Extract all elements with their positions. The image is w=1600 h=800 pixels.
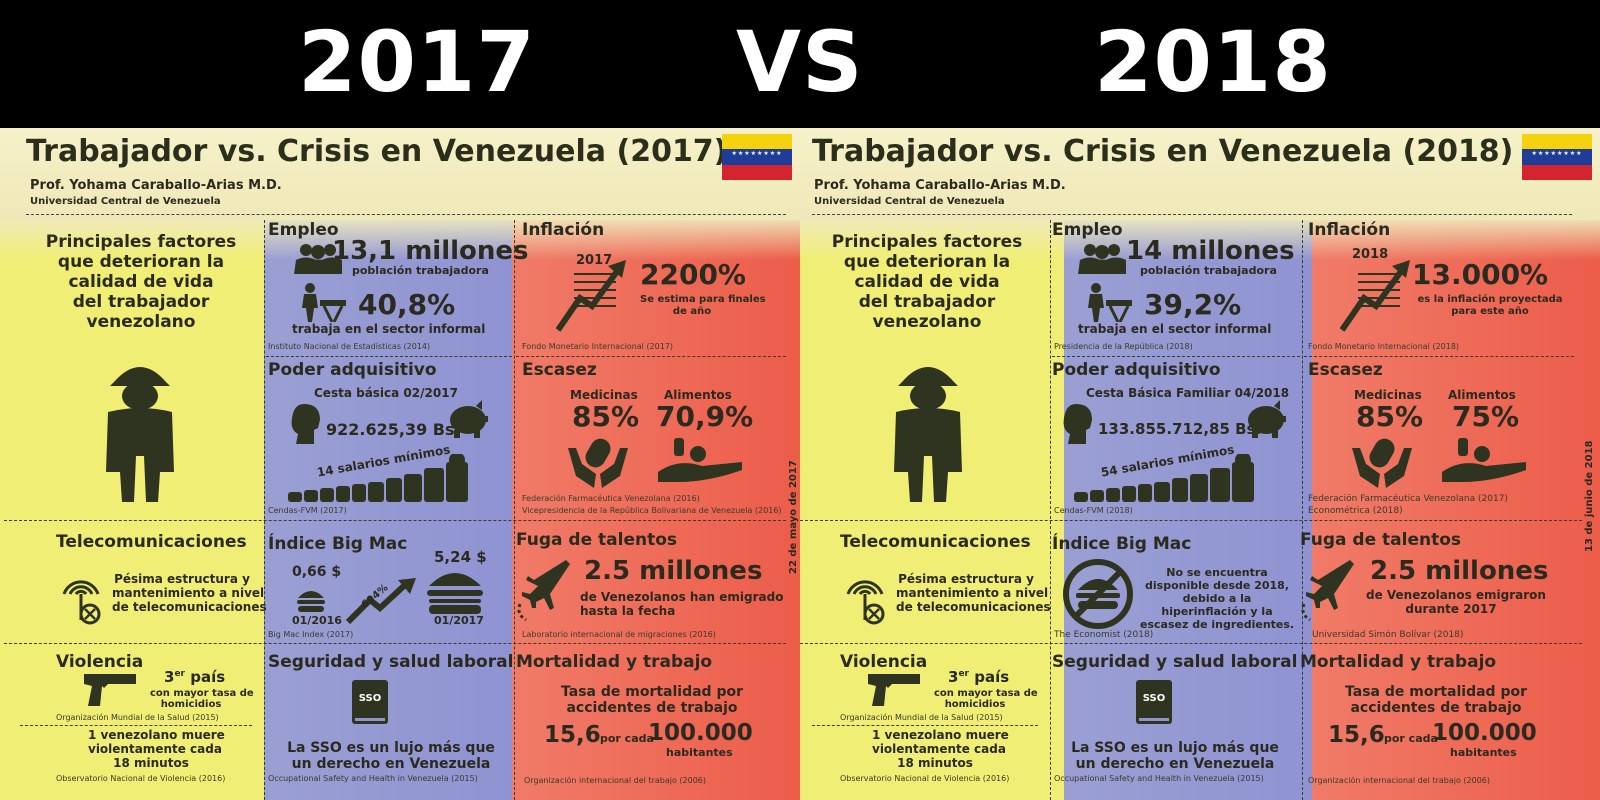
book-icon	[352, 680, 388, 724]
inflacion-heading: Inflación	[522, 220, 605, 240]
coin-stack-icon	[1074, 454, 1270, 504]
rising-chart-icon	[556, 258, 632, 332]
venezuela-flag-icon: ★★★★★★★★	[1522, 134, 1592, 180]
empleo-informal: 39,2%	[1144, 288, 1242, 321]
food-hand-icon	[658, 438, 742, 482]
pill-hands-icon	[1350, 434, 1414, 488]
top-banner: 2017 VS 2018	[0, 0, 1600, 128]
gun-icon	[868, 672, 922, 708]
rising-chart-icon	[1340, 258, 1416, 332]
main-factors-text: Principales factores que deterioran la cal…	[45, 232, 237, 332]
year-right: 2018	[1094, 13, 1332, 111]
telecom-heading: Telecomunicaciones	[840, 532, 1031, 552]
empleo-heading: Empleo	[268, 220, 339, 240]
antenna-icon	[56, 564, 106, 626]
panel-title: Trabajador vs. Crisis en Venezuela (2018…	[812, 134, 1514, 169]
empleo-heading: Empleo	[1052, 220, 1123, 240]
burger-crossed-icon	[1062, 558, 1134, 630]
main-factors-text: Principales factores que deterioran la cal…	[831, 232, 1023, 332]
mortalidad-heading: Mortalidad y trabajo	[516, 652, 713, 672]
date-vertical: 13 de junio de 2018	[1584, 440, 1595, 552]
food-hand-icon	[1442, 438, 1526, 482]
worker-sad-icon	[888, 356, 968, 504]
date-vertical: 22 de mayo de 2017	[788, 460, 799, 574]
poder-amount: 922.625,39 Bs.	[326, 420, 461, 439]
year-left: 2017	[298, 13, 536, 111]
bigmac-heading: Índice Big Mac	[1052, 534, 1192, 554]
seguridad-heading: Seguridad y salud laboral	[1052, 652, 1298, 672]
empleo-workers: 14 millones	[1126, 236, 1295, 266]
violencia-heading: Violencia	[56, 652, 144, 672]
inflacion-heading: Inflación	[1308, 220, 1391, 240]
rising-chart-icon	[346, 578, 418, 624]
escasez-heading: Escasez	[522, 360, 597, 380]
venezuela-flag-icon: ★★★★★★★★	[722, 134, 792, 180]
street-vendor-icon	[1082, 282, 1134, 322]
telecom-heading: Telecomunicaciones	[56, 532, 247, 552]
airplane-icon	[1298, 556, 1358, 622]
versus-label: VS	[736, 13, 864, 111]
fuga-heading: Fuga de talentos	[1300, 530, 1462, 550]
university: Universidad Central de Venezuela	[30, 196, 221, 207]
university: Universidad Central de Venezuela	[814, 196, 1005, 207]
inflacion-value: 2200%	[640, 258, 746, 291]
coin-stack-icon	[288, 454, 484, 504]
inflacion-value: 13.000%	[1412, 258, 1549, 291]
panel-header	[800, 128, 1600, 220]
fuga-heading: Fuga de talentos	[516, 530, 678, 550]
seguridad-heading: Seguridad y salud laboral	[268, 652, 514, 672]
violencia-heading: Violencia	[840, 652, 928, 672]
poder-amount: 133.855.712,85 Bs.	[1098, 420, 1262, 438]
escasez-alimentos: 75%	[1452, 400, 1520, 433]
piggy-bank-icon	[1244, 400, 1286, 440]
fuga-value: 2.5 millones	[1370, 556, 1549, 586]
face-profile-icon	[1062, 404, 1092, 444]
gun-icon	[84, 672, 138, 708]
escasez-heading: Escasez	[1308, 360, 1383, 380]
poder-heading: Poder adquisitivo	[268, 360, 437, 380]
mortalidad-heading: Mortalidad y trabajo	[1300, 652, 1497, 672]
panel-header	[0, 128, 800, 220]
antenna-icon	[840, 564, 890, 626]
piggy-bank-icon	[446, 400, 488, 440]
author: Prof. Yohama Caraballo-Arias M.D.	[814, 178, 1066, 193]
airplane-icon	[514, 556, 574, 622]
fuga-value: 2.5 millones	[584, 556, 763, 586]
burger-icon	[426, 568, 484, 614]
empleo-workers: 13,1 millones	[332, 236, 529, 266]
escasez-medicinas: 85%	[1356, 400, 1424, 433]
panel-title: Trabajador vs. Crisis en Venezuela (2017…	[26, 134, 728, 169]
face-profile-icon	[290, 404, 320, 444]
workers-group-icon	[1076, 242, 1128, 274]
pill-hands-icon	[566, 434, 630, 488]
infographic-2018: Trabajador vs. Crisis en Venezuela (2018…	[800, 128, 1600, 800]
empleo-informal: 40,8%	[358, 288, 456, 321]
worker-sad-icon	[100, 356, 180, 504]
street-vendor-icon	[296, 282, 348, 322]
infographic-2017: Trabajador vs. Crisis en Venezuela (2017…	[0, 128, 800, 800]
workers-group-icon	[292, 242, 344, 274]
escasez-medicinas: 85%	[572, 400, 640, 433]
bigmac-heading: Índice Big Mac	[268, 534, 408, 554]
poder-heading: Poder adquisitivo	[1052, 360, 1221, 380]
author: Prof. Yohama Caraballo-Arias M.D.	[30, 178, 282, 193]
escasez-alimentos: 70,9%	[656, 400, 754, 433]
burger-icon	[296, 588, 326, 612]
book-icon	[1136, 680, 1172, 724]
